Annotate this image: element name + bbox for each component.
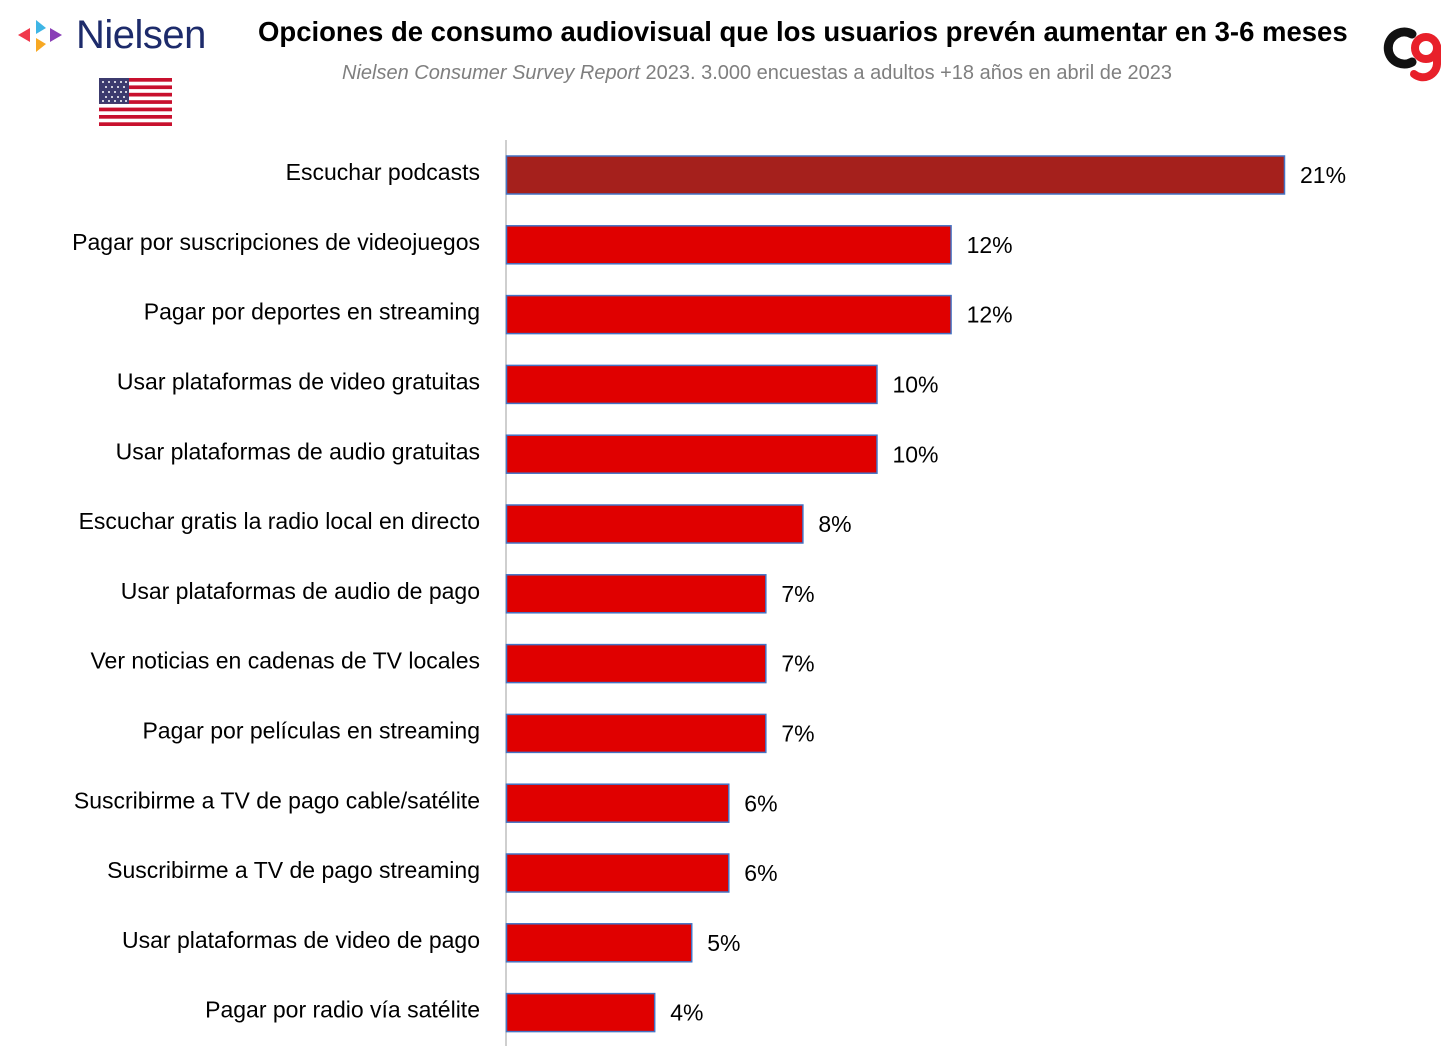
data-label: 7% (781, 651, 814, 677)
category-label: Suscribirme a TV de pago cable/satélite (74, 787, 480, 813)
category-label: Pagar por deportes en streaming (144, 299, 480, 325)
bar (505, 853, 730, 893)
category-label: Usar plataformas de video gratuitas (117, 368, 480, 394)
bar (505, 923, 693, 963)
bar (505, 364, 878, 405)
category-label: Escuchar gratis la radio local en direct… (79, 508, 480, 534)
data-label: 21% (1300, 162, 1346, 188)
chart-subtitle: Nielsen Consumer Survey Report 2023. 3.0… (342, 62, 1342, 85)
subtitle-details: 2023. 3.000 encuestas a adultos +18 años… (639, 62, 1172, 84)
bar (505, 713, 767, 754)
brand-name: Nielsen (76, 12, 206, 57)
data-label: 8% (818, 511, 851, 537)
data-label: 7% (781, 581, 814, 607)
bar (505, 643, 767, 684)
nielsen-logo: Nielsen (16, 12, 206, 57)
category-label: Usar plataformas de audio de pago (121, 578, 480, 604)
usa-flag-icon (99, 78, 172, 126)
data-label: 7% (781, 720, 814, 746)
category-label: Usar plataformas de video de pago (122, 927, 480, 953)
data-label: 12% (967, 302, 1013, 328)
data-label: 6% (744, 790, 777, 816)
chart-title: Opciones de consumo audiovisual que los … (258, 16, 1348, 47)
category-label: Usar plataformas de audio gratuitas (116, 438, 480, 464)
data-label: 4% (670, 1000, 703, 1026)
bar (505, 434, 878, 474)
data-label: 6% (744, 860, 777, 886)
bar (505, 155, 1286, 195)
category-label: Escuchar podcasts (286, 159, 480, 185)
nielsen-logo-icon (16, 14, 72, 56)
bar (505, 574, 767, 614)
category-label: Suscribirme a TV de pago streaming (107, 857, 480, 883)
bar (505, 294, 952, 335)
data-label: 5% (707, 930, 740, 956)
category-label: Pagar por suscripciones de videojuegos (72, 229, 480, 255)
bar (505, 504, 804, 544)
cg-logo-icon (1382, 22, 1448, 84)
category-label: Pagar por radio vía satélite (205, 997, 480, 1023)
subtitle-source: Nielsen Consumer Survey Report (342, 62, 640, 84)
category-label: Ver noticias en cadenas de TV locales (90, 648, 480, 674)
data-label: 12% (967, 232, 1013, 258)
data-label: 10% (892, 441, 938, 467)
bar (505, 992, 656, 1033)
category-label: Pagar por películas en streaming (142, 717, 480, 743)
bar (505, 225, 952, 265)
data-label: 10% (892, 371, 938, 397)
bar (505, 783, 730, 823)
